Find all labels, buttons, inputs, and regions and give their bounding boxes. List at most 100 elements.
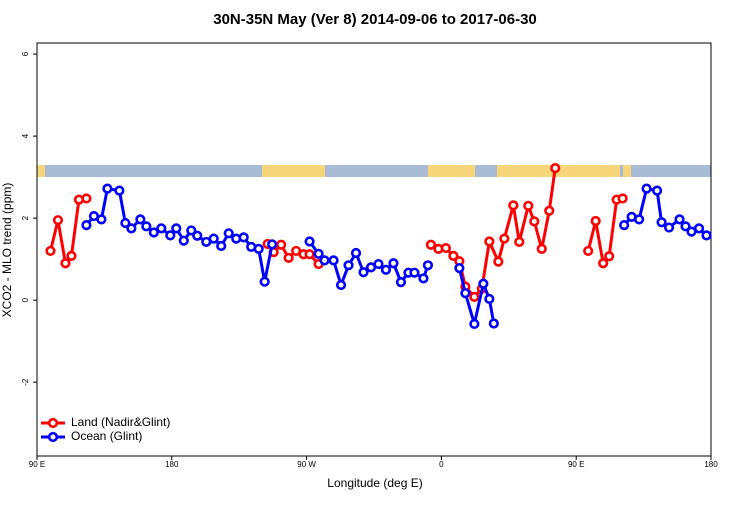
point: [328, 255, 339, 266]
point: [641, 183, 652, 194]
point: [135, 214, 146, 225]
plot-frame: [36, 42, 712, 457]
point: [66, 250, 77, 261]
point: [536, 243, 547, 254]
point: [335, 279, 347, 291]
point: [253, 243, 264, 254]
point: [81, 219, 92, 231]
point: [656, 217, 667, 228]
x-tick-label: 90 E: [29, 460, 45, 469]
x-axis-label: Longitude (deg E): [327, 476, 422, 490]
point: [216, 240, 227, 252]
point: [358, 267, 369, 278]
point: [440, 242, 451, 254]
point: [276, 239, 287, 250]
point: [156, 223, 167, 234]
series-line: [49, 167, 623, 300]
y-tick-label: 2: [21, 215, 30, 220]
point: [114, 185, 125, 196]
x-tick-label: 180: [704, 460, 718, 469]
point: [674, 214, 685, 225]
point: [238, 232, 249, 243]
point: [425, 239, 437, 250]
x-tick-label: 90 E: [568, 460, 584, 469]
point: [469, 291, 480, 302]
point: [350, 247, 362, 259]
x-tick-label: 90 W: [297, 460, 316, 469]
point: [619, 219, 630, 231]
legend-marker: [47, 417, 59, 429]
point: [493, 256, 504, 267]
chart-title: 30N-35N May (Ver 8) 2014-09-06 to 2017-0…: [213, 11, 537, 28]
point: [590, 215, 601, 227]
point: [141, 221, 152, 232]
point: [267, 239, 278, 250]
point: [60, 258, 71, 269]
point: [171, 223, 182, 234]
point: [178, 235, 189, 246]
point: [81, 193, 92, 204]
y-tick-label: -2: [21, 378, 30, 386]
point: [418, 273, 429, 284]
land-mask-strip: [37, 165, 711, 177]
point: [319, 255, 330, 266]
point: [96, 214, 107, 225]
point: [102, 183, 113, 194]
point: [388, 258, 399, 269]
point: [422, 260, 434, 271]
point: [380, 264, 392, 275]
point: [304, 236, 315, 247]
legend-label: Ocean (Glint): [71, 429, 142, 443]
point: [508, 200, 519, 211]
point: [617, 193, 628, 204]
point: [680, 221, 691, 232]
point: [192, 230, 203, 241]
point: [52, 215, 64, 226]
x-tick-label: 180: [165, 460, 179, 469]
point: [499, 233, 510, 244]
point: [283, 252, 294, 264]
y-axis-label: XCO2 - MLO trend (ppm): [0, 183, 14, 318]
point: [604, 251, 615, 262]
point: [523, 200, 534, 211]
point: [701, 230, 712, 241]
point: [165, 230, 176, 241]
point: [186, 225, 197, 236]
point: [598, 258, 609, 269]
point: [259, 276, 270, 287]
point: [395, 277, 407, 288]
point: [460, 288, 471, 299]
point: [223, 228, 234, 239]
point: [45, 245, 56, 257]
point: [304, 249, 315, 260]
point: [373, 258, 384, 270]
point: [651, 185, 663, 196]
y-tick-label: 4: [21, 133, 30, 138]
legend-label: Land (Nadir&Glint): [71, 415, 170, 429]
point: [448, 250, 459, 261]
point: [583, 245, 594, 257]
point: [120, 217, 131, 229]
point: [484, 293, 495, 305]
point: [208, 233, 219, 244]
y-tick-label: 6: [21, 51, 30, 56]
point: [148, 227, 159, 238]
point: [693, 223, 705, 234]
x-tick-label: 0: [439, 460, 444, 469]
point: [126, 223, 137, 234]
point: [484, 236, 495, 247]
point: [514, 236, 525, 248]
point: [634, 214, 645, 225]
point: [544, 205, 555, 216]
point: [529, 216, 540, 227]
point: [663, 222, 675, 233]
point: [550, 162, 561, 174]
point: [409, 267, 420, 278]
point: [313, 248, 324, 259]
point: [478, 278, 489, 289]
point: [488, 318, 499, 329]
point: [343, 260, 354, 271]
y-tick-label: 0: [21, 297, 30, 302]
